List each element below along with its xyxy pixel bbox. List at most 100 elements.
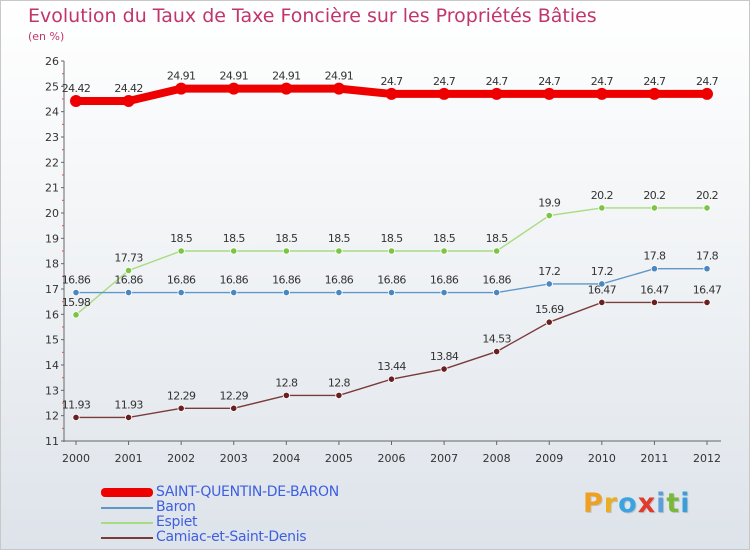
logo-letter: r	[603, 488, 619, 519]
data-label: 20.2	[643, 189, 665, 202]
data-point	[280, 82, 293, 95]
data-point	[124, 288, 133, 297]
data-point	[227, 82, 240, 95]
legend-swatch	[101, 522, 153, 524]
data-label: 16.86	[220, 274, 249, 287]
y-tick-label: 21	[45, 182, 59, 195]
series-line-2	[75, 207, 707, 316]
data-point	[177, 404, 185, 412]
logo-letter: o	[618, 488, 638, 519]
data-label: 18.5	[328, 232, 351, 245]
data-point	[493, 247, 501, 255]
legend-swatch	[101, 537, 153, 539]
data-label: 16.47	[693, 283, 722, 296]
data-label: 18.5	[223, 232, 246, 245]
data-point	[122, 95, 135, 108]
data-point	[282, 247, 290, 255]
data-point	[650, 265, 659, 273]
data-point	[175, 82, 188, 95]
x-tick-label: 2005	[325, 452, 353, 465]
data-point	[440, 288, 448, 297]
data-label: 20.2	[696, 189, 718, 202]
data-label: 16.86	[377, 274, 406, 287]
y-tick-label: 11	[45, 435, 59, 448]
data-label: 18.5	[170, 232, 193, 245]
data-point	[701, 87, 713, 100]
x-tick-label: 2011	[640, 452, 668, 465]
data-label: 24.91	[167, 70, 196, 83]
logo-letter: i	[680, 488, 691, 519]
data-label: 16.47	[588, 283, 617, 296]
x-tick-label: 2000	[62, 452, 90, 465]
data-label: 18.5	[380, 232, 403, 245]
data-point	[545, 280, 553, 288]
data-label: 15.69	[535, 303, 564, 316]
data-label: 16.86	[272, 274, 301, 287]
data-label: 24.7	[433, 75, 456, 88]
data-label: 11.93	[62, 398, 91, 411]
data-point	[282, 391, 290, 399]
x-tick-label: 2010	[588, 452, 616, 465]
data-point	[332, 82, 345, 95]
y-tick-label: 13	[45, 384, 59, 397]
data-point	[650, 204, 659, 212]
x-tick-label: 2009	[535, 452, 563, 465]
y-tick-label: 26	[45, 55, 59, 68]
data-label: 24.7	[643, 75, 666, 88]
y-tick-label: 12	[45, 410, 59, 423]
proxiti-logo: Proxiti	[583, 488, 691, 519]
data-point	[703, 265, 711, 273]
data-label: 18.5	[275, 232, 298, 245]
data-point	[335, 247, 343, 255]
data-label: 16.86	[114, 274, 143, 287]
data-label: 24.42	[62, 82, 91, 95]
y-tick-label: 22	[45, 156, 59, 169]
y-tick-label: 20	[45, 207, 59, 220]
data-label: 24.7	[538, 75, 561, 88]
x-tick-label: 2012	[693, 452, 721, 465]
data-label: 18.5	[433, 232, 456, 245]
data-label: 24.91	[325, 70, 354, 83]
data-point	[598, 280, 606, 288]
legend-label: Camiac-et-Saint-Denis	[156, 529, 307, 545]
data-point	[598, 204, 606, 212]
data-point	[70, 95, 82, 108]
data-label: 16.86	[325, 274, 354, 287]
y-tick-label: 25	[45, 80, 59, 93]
data-label: 12.8	[328, 376, 351, 389]
logo-letter: i	[656, 488, 667, 519]
chart-title: Evolution du Taux de Taxe Foncière sur l…	[28, 5, 597, 27]
logo-letter: t	[666, 488, 681, 519]
data-point	[230, 247, 238, 255]
data-point	[490, 87, 503, 100]
legend-swatch	[101, 488, 153, 497]
data-point	[543, 87, 556, 100]
data-point	[703, 298, 711, 307]
data-label: 16.86	[430, 274, 459, 287]
legend-swatch	[101, 507, 153, 509]
data-label: 13.84	[430, 350, 459, 363]
data-label: 16.47	[640, 283, 669, 296]
x-tick-label: 2007	[430, 452, 458, 465]
data-label: 24.91	[220, 70, 249, 83]
unit-label: (en %)	[28, 30, 65, 43]
data-point	[493, 288, 501, 297]
legend-label: Baron	[156, 499, 196, 515]
data-point	[124, 266, 133, 275]
data-label: 12.29	[220, 389, 249, 402]
data-point	[230, 404, 238, 412]
logo-letter: x	[637, 488, 657, 519]
data-point	[387, 247, 396, 255]
data-label: 13.44	[377, 360, 406, 373]
data-point	[438, 87, 451, 100]
legend-label: SAINT-QUENTIN-DE-BARON	[156, 484, 339, 500]
y-tick-label: 14	[45, 359, 59, 372]
y-tick-label: 24	[45, 106, 59, 119]
data-label: 24.42	[114, 82, 143, 95]
data-point	[335, 288, 343, 297]
data-label: 16.86	[167, 274, 196, 287]
data-label: 24.7	[696, 75, 719, 88]
data-point	[545, 211, 553, 220]
y-tick-label: 19	[45, 232, 59, 245]
